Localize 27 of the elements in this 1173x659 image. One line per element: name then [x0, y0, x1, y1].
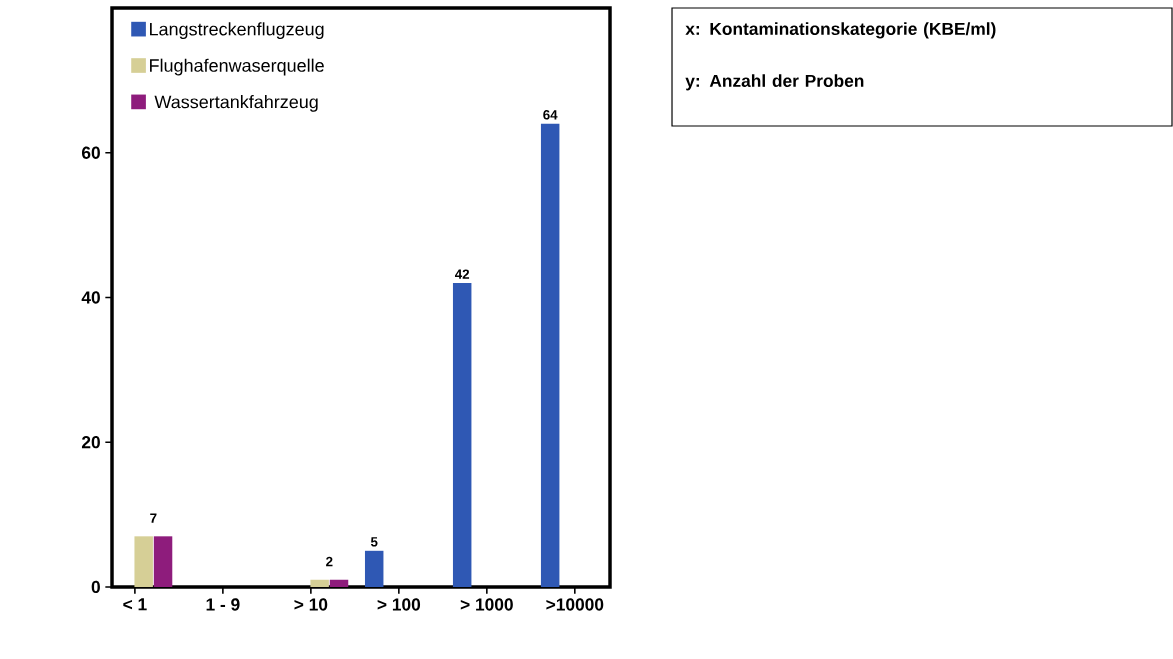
y-tick-label: 60 [81, 146, 100, 159]
legend-label: Flughafenwaserquelle [150, 58, 324, 76]
bar [540, 123, 560, 587]
data-label: 64 [543, 110, 558, 120]
text: y: Anzahl der Proben [685, 74, 864, 91]
legend-label: Langstreckenflugzeug [150, 22, 324, 40]
x-tick-label: > 1000 [460, 598, 513, 611]
x-tick-label: > 10 [294, 598, 328, 611]
bar [364, 550, 384, 587]
x-tick-label: < 1 [123, 598, 147, 611]
legend-label: Wassertankfahrzeug [154, 95, 318, 112]
bar [329, 579, 349, 587]
x-tick-label: 1 - 9 [206, 598, 240, 611]
data-label: 42 [454, 269, 470, 279]
y-tick-label: 20 [81, 436, 100, 449]
bar [153, 536, 173, 587]
bar [452, 283, 472, 587]
x-tick-label: >10000 [546, 598, 604, 611]
annotation: 2 [326, 556, 333, 567]
x-tick-label: > 100 [377, 598, 421, 611]
text: x: Kontaminationskategorie (KBE/ml) [685, 22, 996, 39]
bar [134, 536, 153, 587]
bar [310, 579, 329, 587]
data-label: 5 [370, 537, 378, 547]
y-tick-label: 40 [81, 291, 100, 304]
y-tick-label: 0 [91, 580, 100, 594]
annotation: 7 [150, 513, 157, 523]
